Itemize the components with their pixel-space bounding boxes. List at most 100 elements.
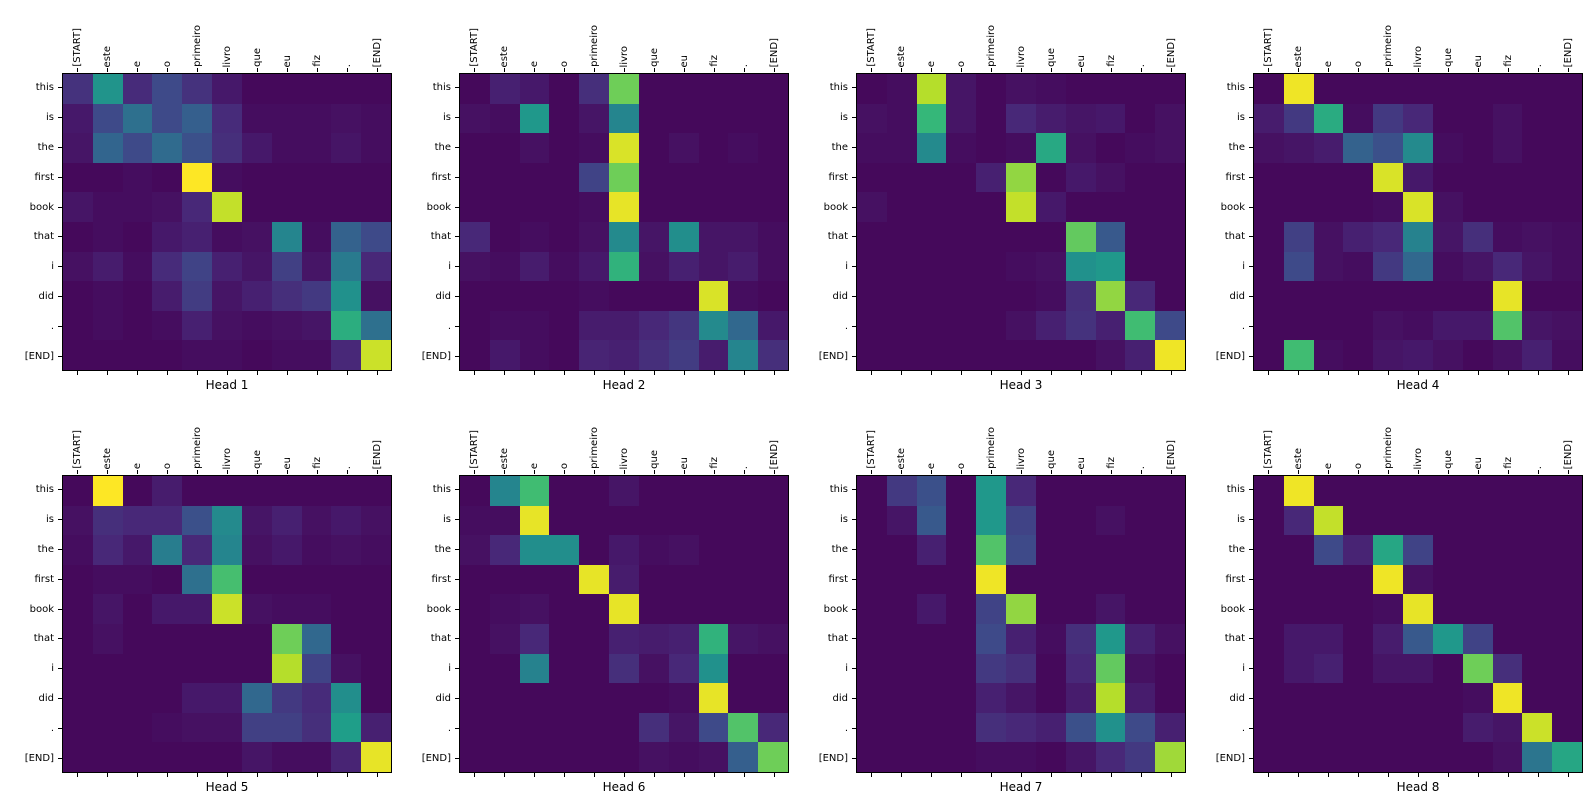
x-axis-ticks xyxy=(459,371,789,376)
x-tick-slot: este xyxy=(92,403,122,470)
heatmap-cell xyxy=(1065,683,1096,713)
heatmap-cell xyxy=(519,712,550,743)
tick-mark xyxy=(1020,371,1022,375)
x-tick-label: [END] xyxy=(1165,439,1177,469)
heatmap-cell xyxy=(1155,564,1185,595)
x-tick-slot: [END] xyxy=(362,403,392,470)
heatmap-cell xyxy=(1373,340,1404,370)
heatmap-cell xyxy=(1095,74,1126,104)
tick-slot xyxy=(489,470,519,475)
heatmap-cell xyxy=(519,505,550,536)
tick-mark xyxy=(593,773,595,777)
tick-slot xyxy=(272,773,302,778)
heatmap-cell xyxy=(1522,133,1553,163)
tick-mark xyxy=(683,371,685,375)
tick-slot xyxy=(62,68,92,73)
tick-slot xyxy=(57,564,62,594)
tick-mark xyxy=(1507,773,1509,777)
y-tick-label: book xyxy=(823,201,848,213)
heatmap-cell xyxy=(519,103,550,134)
heatmap-cell xyxy=(92,476,123,506)
tick-slot xyxy=(759,371,789,376)
heatmap-cell xyxy=(331,133,362,163)
heatmap-cell xyxy=(1006,476,1036,506)
heatmap-cell xyxy=(609,192,639,222)
heatmap-cell xyxy=(579,476,610,506)
heatmap-cell xyxy=(1095,712,1126,743)
tick-mark xyxy=(1357,470,1359,474)
x-tick-slot: livro xyxy=(212,403,242,470)
heatmap-cell xyxy=(976,192,1007,222)
x-tick-label: livro xyxy=(618,45,630,67)
tick-slot xyxy=(1343,470,1373,475)
tick-slot xyxy=(454,624,459,654)
heatmap-cell xyxy=(1006,535,1036,565)
tick-slot xyxy=(579,773,609,778)
heatmap-cell xyxy=(92,310,123,341)
heatmap-cell xyxy=(668,222,699,252)
tick-slot xyxy=(454,311,459,341)
tick-slot xyxy=(699,371,729,376)
heatmap-cell xyxy=(1432,310,1463,341)
heatmap-cell xyxy=(1254,594,1284,624)
heatmap-cell xyxy=(1313,74,1344,104)
heatmap-cell xyxy=(63,281,93,311)
heatmap-cell xyxy=(976,340,1007,370)
y-tick-label: the xyxy=(1228,141,1245,153)
heatmap-cell xyxy=(579,594,610,624)
heatmap-cell xyxy=(609,310,639,341)
x-tick-label: este xyxy=(101,447,113,469)
x-tick-slot: livro xyxy=(1403,403,1433,470)
heatmap-cell xyxy=(63,222,93,252)
tick-mark xyxy=(376,773,378,777)
x-tick-label: . xyxy=(341,465,353,469)
tick-mark xyxy=(683,773,685,777)
tick-slot xyxy=(699,470,729,475)
tick-slot xyxy=(302,470,332,475)
heatmap-cell xyxy=(1065,281,1096,311)
y-tick-label: book xyxy=(1220,603,1245,615)
x-tick-slot: este xyxy=(886,1,916,68)
x-tick-label: o xyxy=(161,60,173,67)
tick-slot xyxy=(1248,624,1253,654)
heatmap-cell xyxy=(152,310,183,341)
heatmap-cell xyxy=(212,476,242,506)
tick-mark xyxy=(376,68,378,72)
heatmap-cell xyxy=(1313,222,1344,252)
tick-mark xyxy=(1080,773,1082,777)
x-axis-ticks xyxy=(1253,68,1583,73)
heatmap-cell xyxy=(758,594,788,624)
heatmap-cell xyxy=(1343,624,1374,654)
x-tick-label: este xyxy=(498,447,510,469)
heatmap-cell xyxy=(301,476,332,506)
heatmap-cell xyxy=(122,133,153,163)
heatmap-cell xyxy=(1065,476,1096,506)
heatmap-cell xyxy=(668,683,699,713)
heatmap-cell xyxy=(182,683,213,713)
tick-mark xyxy=(256,773,258,777)
tick-slot xyxy=(362,68,392,73)
y-tick-label: the xyxy=(831,141,848,153)
tick-slot xyxy=(579,470,609,475)
heatmap-cell xyxy=(361,535,391,565)
tick-mark xyxy=(226,773,228,777)
tick-mark xyxy=(990,68,992,72)
y-tick-label: the xyxy=(37,543,54,555)
tick-mark xyxy=(1249,578,1253,580)
tick-slot xyxy=(1373,68,1403,73)
tick-slot xyxy=(362,470,392,475)
tick-mark xyxy=(623,68,625,72)
heatmap-cell xyxy=(946,476,977,506)
heatmap-cell xyxy=(946,535,977,565)
heatmap-cell xyxy=(758,742,788,772)
heatmap-cell xyxy=(182,742,213,772)
y-tick-label: i xyxy=(1242,261,1245,273)
tick-mark xyxy=(1020,470,1022,474)
heatmap-cell xyxy=(916,162,947,193)
tick-slot xyxy=(669,371,699,376)
tick-slot xyxy=(1403,470,1433,475)
heatmap-cell xyxy=(63,340,93,370)
tick-slot xyxy=(454,564,459,594)
heatmap-cell xyxy=(489,594,520,624)
tick-slot xyxy=(851,282,856,312)
